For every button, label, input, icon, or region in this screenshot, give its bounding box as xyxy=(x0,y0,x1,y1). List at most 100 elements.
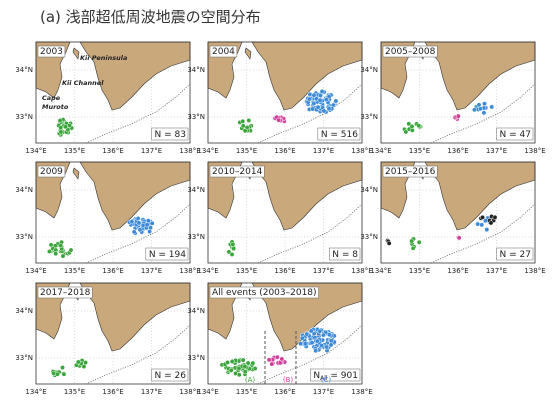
land xyxy=(72,47,80,60)
lon-label: 136°E xyxy=(447,267,468,275)
event-dot xyxy=(323,97,329,103)
lon-label: 136°E xyxy=(274,388,295,396)
lat-label: 33°N xyxy=(360,113,378,121)
event-dot xyxy=(83,360,88,366)
lon-label: 137°E xyxy=(141,147,162,155)
place-label: Muroto xyxy=(42,103,69,111)
event-dot xyxy=(63,124,69,130)
event-dot xyxy=(321,332,326,338)
event-dot xyxy=(298,341,304,347)
event-dot xyxy=(242,363,248,369)
lon-label: 135°E xyxy=(64,267,85,275)
event-dot xyxy=(479,222,485,228)
event-dot xyxy=(131,229,137,235)
land xyxy=(424,41,536,111)
lon-label: 134°E xyxy=(197,267,218,275)
lon-label: 134°E xyxy=(197,388,218,396)
panel-label: 2005–2008 xyxy=(385,47,436,57)
land xyxy=(251,41,363,111)
label-box xyxy=(209,165,265,178)
panel-label: 2015–2016 xyxy=(385,167,436,177)
land xyxy=(79,161,191,231)
lon-label: 138°E xyxy=(524,147,545,155)
land xyxy=(251,161,363,231)
map-panel: 2017–2018 N = 26 34°N 33°N 134°E 135°E 136°E 13… xyxy=(15,282,201,396)
event-dot xyxy=(245,360,251,366)
event-dot xyxy=(276,117,282,123)
event-dot xyxy=(266,357,272,363)
map-panel: 2009 N = 194 34°N 33°N 134°E 135°E 136°E 137°E 1… xyxy=(15,161,201,275)
count-part: = 901 xyxy=(328,371,358,381)
event-dot xyxy=(481,110,487,116)
event-dot xyxy=(129,219,135,225)
event-dot xyxy=(315,104,321,110)
event-dot xyxy=(61,371,67,377)
event-count: N = 194 xyxy=(149,250,186,260)
land xyxy=(79,41,191,111)
event-dot xyxy=(484,227,490,233)
region-label: (C) xyxy=(321,376,332,384)
lon-label: 136°E xyxy=(102,267,123,275)
event-dot xyxy=(455,113,461,119)
lon-label: 135°E xyxy=(409,147,430,155)
event-dot xyxy=(136,220,142,226)
event-dot xyxy=(274,354,280,360)
event-count: N = 47 xyxy=(500,130,531,140)
lat-label: 34°N xyxy=(15,307,33,315)
panel-label: 2003 xyxy=(40,47,63,57)
lat-label: 33°N xyxy=(187,233,205,241)
lon-label: 136°E xyxy=(274,267,295,275)
trench xyxy=(257,203,363,264)
lon-label: 138°E xyxy=(351,147,372,155)
place-label: Cape xyxy=(42,94,61,102)
frame xyxy=(380,161,536,264)
event-count: N = 27 xyxy=(500,250,531,260)
event-count: N = 8 xyxy=(332,250,358,260)
lon-label: 136°E xyxy=(447,147,468,155)
lon-label: 135°E xyxy=(236,388,257,396)
label-box xyxy=(382,165,438,178)
event-dot xyxy=(309,340,315,346)
panel-label: 2004 xyxy=(212,47,235,57)
lon-label: 134°E xyxy=(25,147,46,155)
lon-label: 135°E xyxy=(64,147,85,155)
event-dot xyxy=(135,216,141,221)
event-dot xyxy=(472,107,477,113)
event-count: N = 83 xyxy=(155,130,186,140)
region-label: (B) xyxy=(283,376,294,384)
event-count: N = 26 xyxy=(155,371,187,381)
lon-label: 137°E xyxy=(486,147,507,155)
count-part: N xyxy=(313,371,320,381)
frame xyxy=(380,41,536,144)
event-dot xyxy=(317,92,323,98)
event-dot xyxy=(416,123,422,129)
lon-label: 138°E xyxy=(351,388,372,396)
count-box xyxy=(329,247,361,261)
trench xyxy=(430,203,536,264)
land xyxy=(72,167,80,180)
panel-label: 2010–2014 xyxy=(212,167,263,177)
label-box xyxy=(382,45,438,58)
count-box xyxy=(145,247,189,261)
frame xyxy=(207,41,363,144)
event-dot xyxy=(489,104,495,110)
lon-label: 134°E xyxy=(25,267,46,275)
event-dot xyxy=(406,121,412,127)
land xyxy=(251,282,363,352)
map-panel: All events (2003–2018) NAll = 901 (A) (B) (C… xyxy=(187,282,373,396)
lat-label: 33°N xyxy=(187,113,205,121)
count-box xyxy=(317,127,361,141)
event-dot xyxy=(302,341,308,347)
event-dot xyxy=(229,252,235,257)
lon-label: 137°E xyxy=(313,267,334,275)
trench xyxy=(257,83,363,144)
lon-label: 134°E xyxy=(370,267,391,275)
event-dot xyxy=(409,238,415,244)
lat-label: 33°N xyxy=(15,354,33,362)
lon-label: 134°E xyxy=(197,147,218,155)
lat-label: 34°N xyxy=(360,186,378,194)
event-dot xyxy=(242,369,248,375)
event-dot xyxy=(307,91,313,97)
event-dot xyxy=(477,106,483,112)
